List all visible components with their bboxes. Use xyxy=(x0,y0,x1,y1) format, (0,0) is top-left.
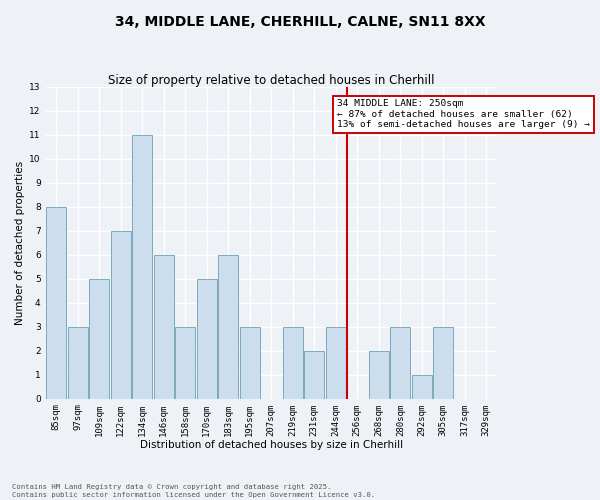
Bar xyxy=(326,327,346,398)
Bar xyxy=(154,255,173,398)
Bar xyxy=(111,231,131,398)
Y-axis label: Number of detached properties: Number of detached properties xyxy=(15,161,25,325)
Bar xyxy=(175,327,195,398)
Bar xyxy=(46,207,66,398)
Bar xyxy=(133,135,152,398)
Bar xyxy=(283,327,302,398)
Text: 34, MIDDLE LANE, CHERHILL, CALNE, SN11 8XX: 34, MIDDLE LANE, CHERHILL, CALNE, SN11 8… xyxy=(115,15,485,29)
Text: Contains HM Land Registry data © Crown copyright and database right 2025.
Contai: Contains HM Land Registry data © Crown c… xyxy=(12,484,375,498)
X-axis label: Distribution of detached houses by size in Cherhill: Distribution of detached houses by size … xyxy=(140,440,403,450)
Bar xyxy=(240,327,260,398)
Bar xyxy=(68,327,88,398)
Bar xyxy=(391,327,410,398)
Bar xyxy=(369,351,389,399)
Title: Size of property relative to detached houses in Cherhill: Size of property relative to detached ho… xyxy=(108,74,434,87)
Bar xyxy=(433,327,453,398)
Bar xyxy=(218,255,238,398)
Bar xyxy=(412,374,432,398)
Text: 34 MIDDLE LANE: 250sqm
← 87% of detached houses are smaller (62)
13% of semi-det: 34 MIDDLE LANE: 250sqm ← 87% of detached… xyxy=(337,100,590,130)
Bar xyxy=(197,279,217,398)
Bar xyxy=(89,279,109,398)
Bar xyxy=(304,351,324,399)
